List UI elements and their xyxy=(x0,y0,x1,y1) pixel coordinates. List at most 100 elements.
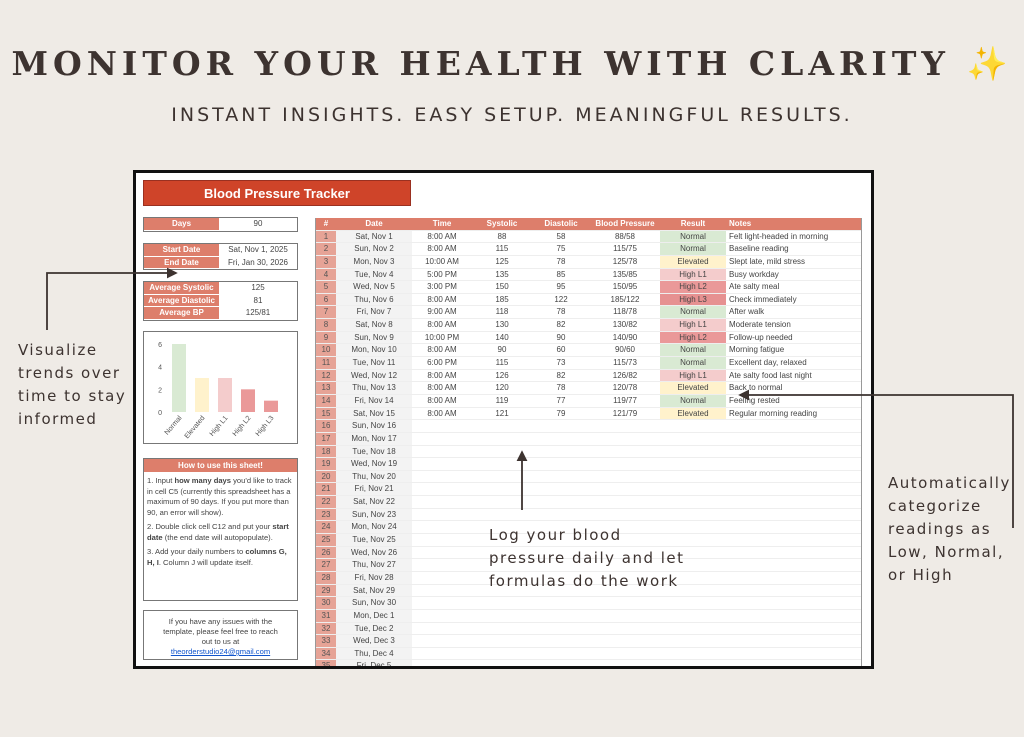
cell[interactable]: 118 xyxy=(495,307,509,317)
cell[interactable]: Mon, Nov 17 xyxy=(336,432,412,445)
cell[interactable]: Mon, Nov 10 xyxy=(336,344,412,357)
cell[interactable]: Felt light-headed in morning xyxy=(729,231,829,241)
column-header[interactable]: Time xyxy=(432,219,452,228)
cell[interactable]: 20 xyxy=(316,470,336,483)
cell[interactable]: Thu, Nov 20 xyxy=(336,470,412,483)
cell[interactable]: 3 xyxy=(316,255,336,268)
cell[interactable]: 9:00 AM xyxy=(427,307,457,317)
cell[interactable]: 32 xyxy=(316,622,336,635)
cell[interactable]: Elevated xyxy=(660,382,726,394)
cell[interactable]: Excellent day, relaxed xyxy=(729,358,807,368)
cell[interactable]: 121 xyxy=(495,408,509,418)
cell[interactable]: 19 xyxy=(316,458,336,470)
cell[interactable]: Fri, Nov 7 xyxy=(336,306,412,319)
cell[interactable]: 73 xyxy=(556,358,566,368)
cell[interactable]: Follow-up needed xyxy=(729,332,793,342)
cell[interactable]: High L1 xyxy=(660,319,726,331)
cell[interactable]: 9 xyxy=(316,331,336,344)
cell[interactable]: 8:00 AM xyxy=(427,294,457,304)
cell[interactable]: Morning fatigue xyxy=(729,345,785,355)
cell[interactable]: 78 xyxy=(556,307,566,317)
cell[interactable]: 75 xyxy=(556,244,566,254)
cell[interactable]: Baseline reading xyxy=(729,244,789,254)
cell[interactable]: Fri, Nov 14 xyxy=(336,394,412,407)
cell[interactable]: Sat, Nov 15 xyxy=(336,407,412,420)
cell[interactable]: 88/58 xyxy=(614,231,636,241)
cell[interactable]: Mon, Nov 24 xyxy=(336,521,412,534)
cell[interactable]: 21 xyxy=(316,483,336,496)
cell[interactable]: Tue, Nov 11 xyxy=(336,357,412,369)
cell[interactable]: 135 xyxy=(495,269,509,279)
cell[interactable]: 10:00 AM xyxy=(425,256,459,266)
cell[interactable]: 13 xyxy=(316,382,336,394)
cell[interactable]: 18 xyxy=(316,445,336,458)
cell[interactable]: Moderate tension xyxy=(729,320,791,330)
cell[interactable]: Sun, Nov 23 xyxy=(336,508,412,521)
cell[interactable]: 4 xyxy=(316,268,336,281)
cell[interactable]: Wed, Dec 3 xyxy=(336,635,412,647)
cell[interactable]: 8:00 AM xyxy=(427,231,457,241)
cell[interactable]: 130/82 xyxy=(612,320,638,330)
cell[interactable]: 90 xyxy=(497,345,507,355)
cell[interactable]: 120 xyxy=(495,383,509,393)
cell[interactable]: 28 xyxy=(316,571,336,584)
cell[interactable]: Regular morning reading xyxy=(729,408,818,418)
cell[interactable]: 150 xyxy=(495,282,509,292)
cell[interactable]: 10 xyxy=(316,344,336,357)
column-header[interactable]: Result xyxy=(680,219,706,228)
cell[interactable]: High L2 xyxy=(660,331,726,344)
cell[interactable]: Ate salty meal xyxy=(729,282,780,292)
cell[interactable]: 90/60 xyxy=(614,345,636,355)
cell[interactable]: Thu, Dec 4 xyxy=(336,647,412,660)
cell[interactable]: Fri, Nov 28 xyxy=(336,571,412,584)
cell[interactable]: Check immediately xyxy=(729,294,797,304)
cell[interactable]: 115/73 xyxy=(613,358,637,368)
cell[interactable]: 16 xyxy=(316,420,336,432)
cell[interactable]: 126/82 xyxy=(612,370,638,380)
column-header[interactable]: Systolic xyxy=(486,219,518,228)
cell[interactable]: Back to normal xyxy=(729,383,783,393)
cell[interactable]: 119/77 xyxy=(613,395,637,405)
column-header[interactable]: Diastolic xyxy=(544,219,578,228)
cell[interactable]: 88 xyxy=(497,231,507,241)
cell[interactable]: 95 xyxy=(556,282,566,292)
cell[interactable]: 130 xyxy=(495,320,509,330)
cell[interactable]: 33 xyxy=(316,635,336,647)
cell[interactable]: 23 xyxy=(316,508,336,521)
cell[interactable]: 150/95 xyxy=(612,282,638,292)
cell[interactable]: 140 xyxy=(495,332,509,342)
cell[interactable]: 90 xyxy=(556,332,566,342)
cell[interactable]: 6:00 PM xyxy=(427,358,457,368)
cell[interactable]: Tue, Dec 2 xyxy=(336,622,412,635)
cell[interactable]: Sun, Nov 2 xyxy=(336,243,412,255)
cell[interactable]: 10:00 PM xyxy=(424,332,460,342)
cell[interactable]: Normal xyxy=(660,230,726,243)
cell[interactable]: Sat, Nov 29 xyxy=(336,584,412,597)
cell[interactable]: Thu, Nov 13 xyxy=(336,382,412,394)
cell[interactable]: 120/78 xyxy=(612,383,638,393)
cell[interactable]: Fri, Nov 21 xyxy=(336,483,412,496)
cell[interactable]: 82 xyxy=(556,370,566,380)
cell[interactable]: 115 xyxy=(495,358,509,368)
cell[interactable]: 5 xyxy=(316,281,336,293)
cell[interactable]: Tue, Nov 25 xyxy=(336,534,412,546)
cell[interactable]: Normal xyxy=(660,306,726,319)
cell[interactable]: 115/75 xyxy=(613,244,637,254)
cell[interactable]: Ate salty food last night xyxy=(729,370,812,380)
days-value[interactable]: 90 xyxy=(253,219,263,228)
cell[interactable]: 140/90 xyxy=(612,332,638,342)
cell[interactable]: Sun, Nov 30 xyxy=(336,597,412,609)
cell[interactable]: 35 xyxy=(316,660,336,666)
cell[interactable]: 8:00 AM xyxy=(427,244,457,254)
cell[interactable]: 119 xyxy=(495,395,509,405)
cell[interactable]: 8:00 AM xyxy=(427,320,457,330)
column-header[interactable]: # xyxy=(323,219,329,228)
start-date-value[interactable]: Sat, Nov 1, 2025 xyxy=(228,245,288,254)
cell[interactable]: 31 xyxy=(316,609,336,622)
cell[interactable]: 135/85 xyxy=(612,269,638,279)
cell[interactable]: High L3 xyxy=(660,293,726,306)
cell[interactable]: Thu, Nov 27 xyxy=(336,559,412,571)
cell[interactable]: 79 xyxy=(556,408,566,418)
cell[interactable]: 2 xyxy=(316,243,336,255)
cell[interactable]: 24 xyxy=(316,521,336,534)
